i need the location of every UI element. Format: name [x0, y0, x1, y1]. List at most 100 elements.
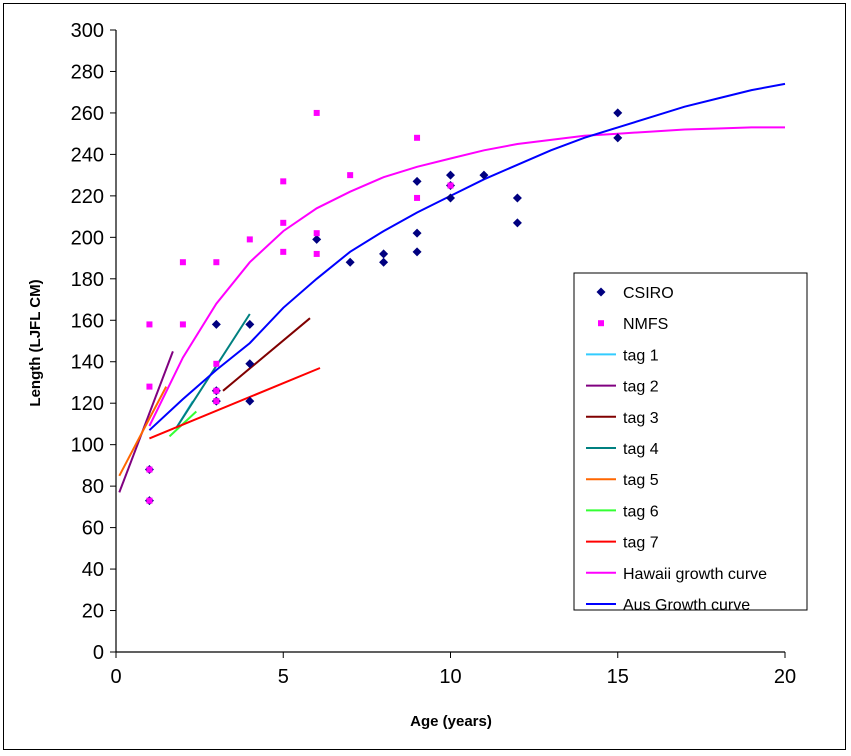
point-nmfs — [414, 134, 421, 141]
x-tick-label: 10 — [439, 666, 461, 688]
y-tick-label: 60 — [82, 518, 104, 540]
point-nmfs — [313, 250, 320, 257]
legend-label: tag 1 — [623, 347, 659, 364]
x-tick-label: 5 — [278, 666, 289, 688]
point-csiro — [412, 176, 422, 186]
y-tick-label: 200 — [71, 227, 104, 249]
y-axis-title: Length (LJFL CM) — [27, 279, 44, 406]
point-nmfs — [280, 178, 287, 185]
point-nmfs — [179, 321, 186, 328]
series-csiro — [144, 108, 623, 506]
legend-item-tag-6: tag 6 — [586, 503, 659, 520]
point-csiro — [345, 257, 355, 267]
y-tick-label: 80 — [82, 476, 104, 498]
point-nmfs — [414, 194, 421, 201]
point-csiro — [512, 193, 522, 203]
legend-item-tag-5: tag 5 — [586, 472, 659, 489]
series-hawaii-growth-curve — [148, 126, 785, 427]
point-csiro — [379, 257, 389, 267]
point-nmfs — [280, 248, 287, 255]
point-nmfs — [447, 182, 454, 189]
legend-item-tag-7: tag 7 — [586, 535, 659, 552]
point-nmfs — [313, 230, 320, 237]
legend-label: tag 2 — [623, 379, 659, 396]
legend-item-nmfs: NMFS — [598, 316, 668, 333]
legend-item-csiro: CSIRO — [596, 285, 674, 302]
y-tick-label: 140 — [71, 352, 104, 374]
series-tag-7 — [149, 367, 321, 440]
legend-item-hawaii-growth-curve: Hawaii growth curve — [586, 566, 767, 583]
series-tag-5 — [118, 386, 168, 477]
legend-item-tag-2: tag 2 — [586, 379, 659, 396]
x-axis-title: Age (years) — [410, 713, 492, 730]
tick-layer: 0204060801001201401601802002202402602803… — [71, 20, 797, 688]
line-hawaii-growth-curve — [148, 126, 785, 427]
line-tag-4 — [175, 313, 251, 429]
line-tag-5 — [118, 386, 168, 477]
point-csiro — [379, 249, 389, 259]
x-tick-label: 20 — [774, 666, 796, 688]
point-csiro — [245, 319, 255, 329]
plot-layer — [118, 82, 786, 506]
point-csiro — [312, 234, 322, 244]
point-nmfs — [246, 236, 253, 243]
point-nmfs — [313, 109, 320, 116]
y-tick-label: 220 — [71, 186, 104, 208]
legend-label: tag 6 — [623, 503, 659, 520]
legend-item-aus-growth-curve: Aus Growth curve — [586, 597, 750, 614]
point-nmfs — [213, 398, 220, 405]
legend-marker — [598, 320, 604, 327]
legend-marker — [596, 287, 606, 297]
legend-item-tag-4: tag 4 — [586, 441, 659, 458]
line-tag-2 — [118, 351, 174, 493]
y-tick-label: 120 — [71, 393, 104, 415]
series-tag-2 — [118, 351, 174, 493]
y-tick-label: 280 — [71, 61, 104, 83]
y-tick-label: 240 — [71, 144, 104, 166]
point-nmfs — [146, 466, 153, 473]
point-csiro — [512, 218, 522, 228]
point-nmfs — [146, 321, 153, 328]
y-tick-label: 20 — [82, 601, 104, 623]
point-nmfs — [146, 497, 153, 504]
point-csiro — [412, 228, 422, 238]
point-csiro — [245, 396, 255, 406]
point-nmfs — [213, 387, 220, 394]
point-nmfs — [179, 259, 186, 266]
y-tick-label: 100 — [71, 435, 104, 457]
point-nmfs — [213, 259, 220, 266]
line-aus-growth-curve — [148, 82, 786, 431]
point-csiro — [245, 359, 255, 369]
point-csiro — [613, 108, 623, 118]
y-tick-label: 300 — [71, 20, 104, 42]
x-tick-label: 15 — [607, 666, 629, 688]
point-nmfs — [146, 383, 153, 390]
point-nmfs — [347, 172, 354, 179]
point-csiro — [446, 193, 455, 203]
legend-label: tag 3 — [623, 410, 659, 427]
y-tick-label: 160 — [71, 310, 104, 332]
series-nmfs — [146, 109, 454, 504]
legend-label: tag 7 — [623, 535, 659, 552]
point-csiro — [479, 170, 489, 180]
x-tick-label: 0 — [110, 666, 121, 688]
series-tag-3 — [222, 317, 311, 392]
legend-item-tag-3: tag 3 — [586, 410, 659, 427]
legend: CSIRO NMFS tag 1 tag 2 tag 3 tag 4 tag 5 tag 6 t… — [573, 272, 808, 614]
line-tag-7 — [149, 367, 321, 440]
y-tick-label: 0 — [93, 642, 104, 664]
series-tag-4 — [175, 313, 251, 429]
y-tick-label: 40 — [82, 559, 104, 581]
point-csiro — [412, 247, 422, 257]
point-csiro — [446, 170, 455, 180]
point-csiro — [613, 133, 623, 143]
legend-box — [573, 272, 808, 611]
y-tick-label: 180 — [71, 269, 104, 291]
legend-label: NMFS — [623, 316, 668, 333]
point-nmfs — [280, 219, 287, 226]
legend-label: Hawaii growth curve — [623, 566, 767, 583]
line-tag-3 — [222, 317, 311, 392]
legend-label: tag 4 — [623, 441, 659, 458]
point-csiro — [211, 319, 221, 329]
